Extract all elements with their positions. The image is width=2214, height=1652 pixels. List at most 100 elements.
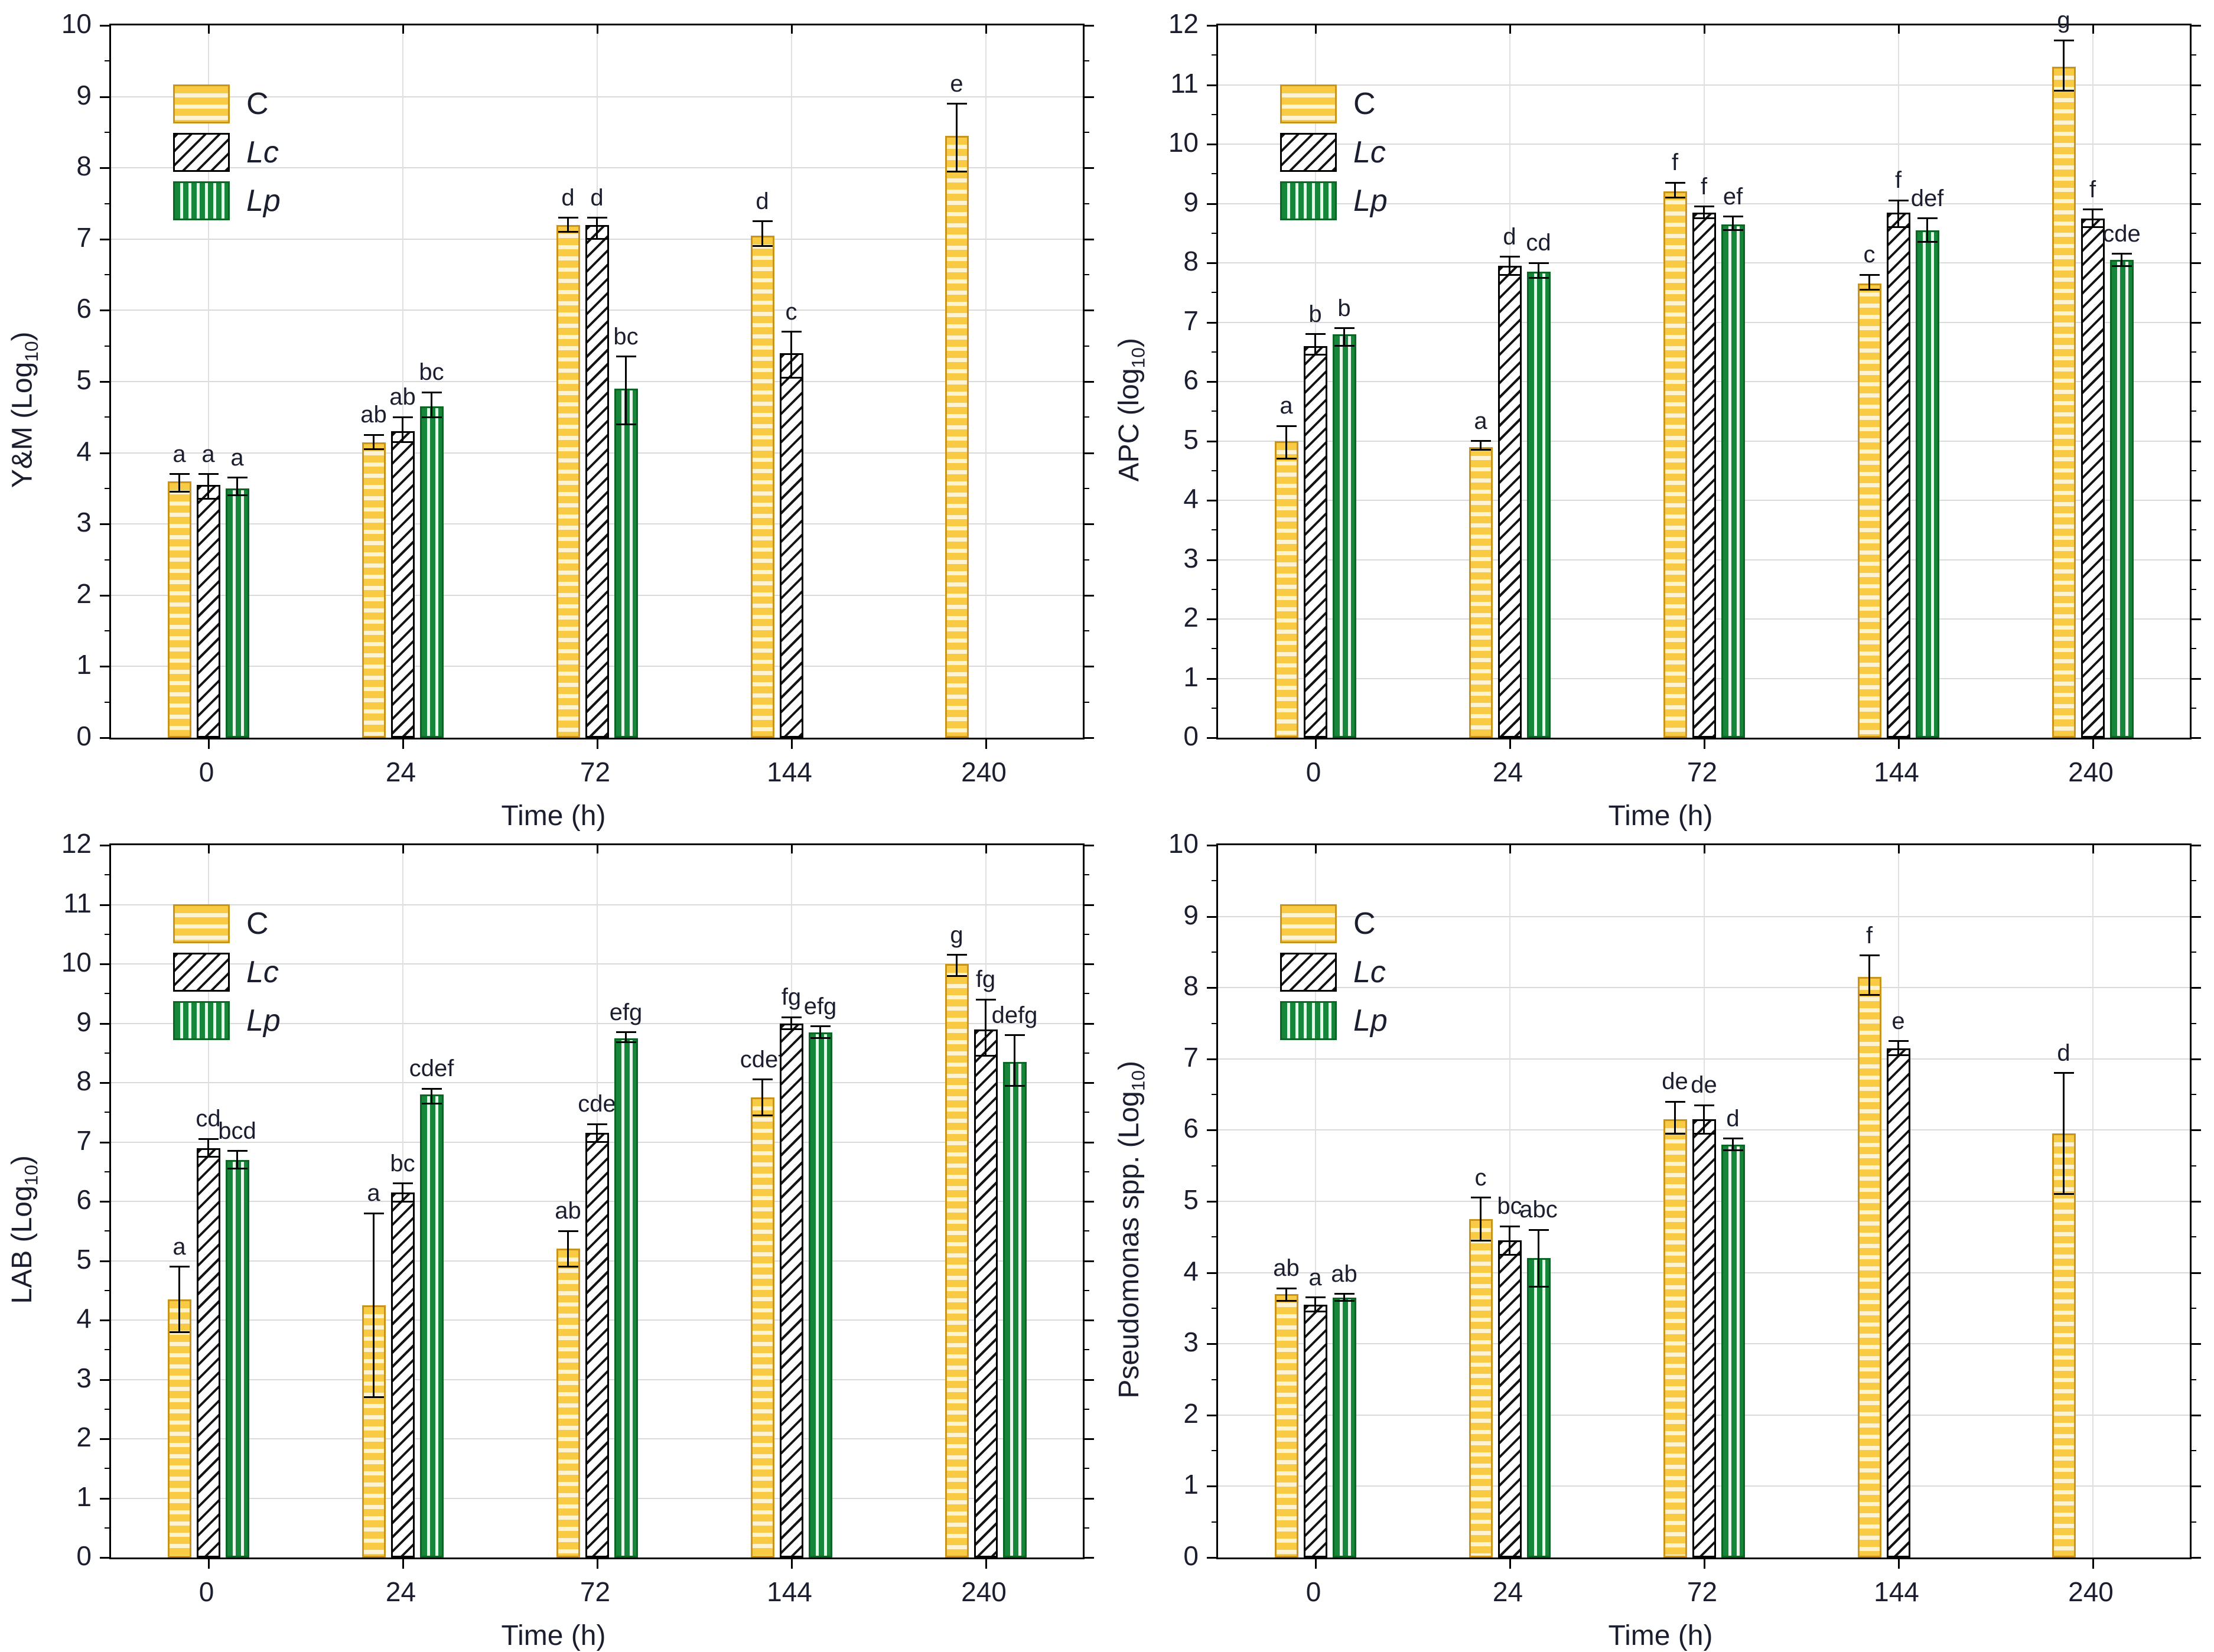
y-axis-label: APC (log10) (1111, 0, 1152, 820)
error-bar-cap-low (392, 1200, 413, 1203)
error-bar-cap-high (1859, 954, 1880, 957)
error-bar (1538, 1230, 1539, 1287)
x-tick-top (985, 25, 987, 34)
y-tick-major-right (2192, 1272, 2201, 1274)
error-bar-cap-low (1528, 276, 1549, 279)
sig-label: d (590, 184, 604, 211)
x-tick-bottom (790, 739, 793, 749)
error-bar (1343, 1293, 1345, 1301)
x-tick-label: 240 (2068, 757, 2114, 787)
y-tick-minor-right (2192, 410, 2196, 412)
error-bar (1509, 256, 1510, 275)
sig-label: f (1671, 149, 1679, 176)
error-bar-cap-low (421, 416, 442, 418)
error-bar-cap-high (558, 217, 578, 219)
y-tick-label: 5 (76, 364, 92, 395)
y-tick-major-left (100, 1141, 109, 1143)
y-tick-major-right (2192, 1058, 2201, 1060)
error-bar-cap-low (1004, 1084, 1025, 1087)
error-bar (236, 1151, 238, 1169)
bar-lp-t144 (808, 1032, 832, 1557)
y-tick-minor-left (1212, 292, 1216, 294)
y-axis-label-text: APC (log10) (1113, 338, 1150, 481)
bar-lc-t24 (390, 431, 415, 738)
y-tick-label: 1 (1183, 661, 1199, 692)
error-bar-cap-low (2053, 90, 2074, 92)
error-bar-cap-low (1888, 1054, 1909, 1057)
y-tick-major-left (1207, 321, 1216, 324)
legend-item-lc: Lc (173, 953, 281, 992)
x-tick-label: 0 (1305, 1576, 1321, 1607)
bar-c-t240 (945, 964, 969, 1557)
error-bar (402, 417, 403, 442)
y-tick-label: 3 (1183, 1327, 1199, 1358)
y-tick-minor-left (105, 1112, 109, 1113)
sig-label: f (2089, 176, 2096, 203)
error-bar (956, 954, 958, 976)
y-tick-label: 2 (1183, 1397, 1199, 1429)
error-bar (567, 1231, 569, 1267)
legend-item-c: C (1280, 904, 1388, 943)
legend-label: C (246, 87, 269, 121)
y-tick-major-left (100, 963, 109, 965)
y-tick-minor-left (105, 345, 109, 347)
sig-label: ef (1723, 183, 1743, 210)
y-tick-label: 0 (1183, 1540, 1199, 1571)
chart-panel-ym: Y&M (Log10) a ab d d e a ab d c a bc bc C Lc Lp 0 1 2 3 4 5 6 7… (0, 0, 1107, 832)
error-bar (1480, 1197, 1482, 1241)
y-tick-major-left (1207, 559, 1216, 561)
error-bar-cap-low (616, 1041, 636, 1044)
error-bar (761, 221, 763, 246)
y-tick-label: 0 (76, 1540, 92, 1571)
error-bar-cap-low (1499, 1253, 1520, 1256)
error-bar-cap-low (810, 1037, 831, 1040)
y-tick-minor-left (1212, 880, 1216, 882)
legend-item-c: C (1280, 84, 1388, 123)
y-tick-major-right (1085, 523, 1094, 526)
legend-swatch-c (173, 904, 230, 943)
error-bar (790, 1017, 792, 1029)
y-tick-major-left (100, 309, 109, 312)
error-bar-cap-low (975, 1055, 996, 1057)
error-bar-cap-low (1888, 226, 1909, 229)
y-tick-major-left (1207, 618, 1216, 620)
x-tick-bottom (1314, 1559, 1317, 1569)
error-bar-cap-high (1694, 1104, 1714, 1106)
error-bar-cap-high (1470, 440, 1491, 442)
legend-item-lp: Lp (1280, 1001, 1388, 1040)
y-tick-minor-left (105, 993, 109, 995)
error-bar (1538, 263, 1539, 278)
error-bar-cap-low (421, 1102, 442, 1104)
error-bar-cap-low (1470, 449, 1491, 451)
x-tick-bottom (1314, 739, 1317, 749)
x-tick-bottom (2092, 739, 2094, 749)
y-tick-minor-right (1085, 1527, 1089, 1529)
bar-c-t24 (1469, 447, 1493, 738)
bar-c-t240 (945, 135, 969, 738)
sig-label: a (172, 441, 186, 467)
x-tick-label: 240 (961, 1576, 1007, 1607)
y-tick-minor-right (1085, 993, 1089, 995)
sig-label: bc (1497, 1193, 1522, 1220)
error-bar-cap-high (2053, 39, 2074, 41)
y-tick-minor-right (2192, 588, 2196, 590)
y-tick-minor-left (1212, 1450, 1216, 1452)
error-bar-cap-high (781, 331, 802, 333)
y-tick-minor-left (1212, 1094, 1216, 1096)
sig-label: cdef (740, 1046, 785, 1073)
error-bar-cap-low (1334, 345, 1355, 347)
y-tick-minor-left (1212, 1236, 1216, 1238)
y-tick-minor-right (2192, 1307, 2196, 1309)
legend-label: C (1353, 87, 1376, 121)
y-tick-label: 6 (1183, 364, 1199, 395)
y-tick-minor-left (105, 559, 109, 561)
legend-item-lp: Lp (1280, 181, 1388, 220)
bar-lp-t24 (419, 406, 444, 738)
x-axis-label: Time (h) (501, 1620, 606, 1651)
sig-label: cde (2102, 220, 2141, 247)
chart-panel-pseudomonas: Pseudomonas spp. (Log10) ab c de f d a bc de e ab a… (1107, 820, 2214, 1651)
error-bar-cap-high (946, 103, 967, 105)
x-tick-top (207, 845, 210, 853)
error-bar-cap-high (421, 1087, 442, 1090)
y-tick-major-left (1207, 1058, 1216, 1060)
